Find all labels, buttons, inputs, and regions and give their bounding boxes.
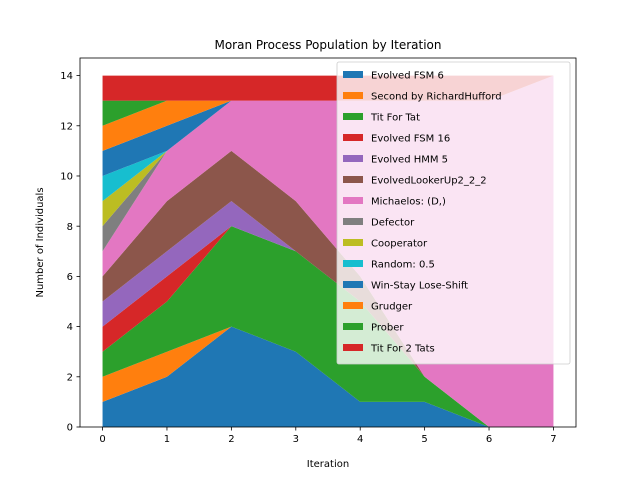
legend-label-defector: Defector — [371, 218, 415, 229]
legend-swatch-grudger — [343, 302, 363, 309]
x-tick-label: 7 — [550, 434, 556, 445]
y-tick-label: 6 — [67, 272, 73, 283]
legend-label-tit-for-2-tats: Tit For 2 Tats — [370, 344, 435, 355]
x-axis: 0 1 2 3 4 5 6 7 — [99, 427, 557, 445]
legend-swatch-evolved-hmm-5 — [343, 155, 363, 162]
y-tick-label: 14 — [60, 71, 73, 82]
y-tick-label: 0 — [67, 423, 73, 434]
legend-swatch-random-0-5 — [343, 260, 363, 267]
legend-label-michaelos-d: Michaelos: (D,) — [371, 197, 446, 208]
legend: Evolved FSM 6 Second by RichardHufford Tit… — [336, 61, 571, 365]
legend-label-cooperator: Cooperator — [371, 239, 428, 250]
x-tick-label: 5 — [421, 434, 427, 445]
x-tick-label: 0 — [99, 434, 105, 445]
area-evolved-fsm-6 — [102, 326, 554, 427]
x-axis-title: Iteration — [307, 459, 349, 470]
plot-frame — [79, 57, 577, 428]
y-tick-label: 8 — [67, 222, 73, 233]
legend-swatch-evolved-fsm-6 — [343, 71, 363, 78]
x-tick-label: 3 — [293, 434, 299, 445]
legend-swatch-second-by-richardhufford — [343, 92, 363, 99]
chart-title: Moran Process Population by Iteration — [214, 38, 441, 52]
legend-swatch-prober — [343, 323, 363, 330]
legend-label-evolved-fsm-16: Evolved FSM 16 — [371, 134, 450, 145]
legend-swatch-tit-for-tat — [343, 113, 363, 120]
legend-swatch-defector — [343, 218, 363, 225]
legend-label-evolvedlookerup2-2-2: EvolvedLookerUp2_2_2 — [371, 176, 487, 187]
legend-swatch-michaelos-d — [343, 197, 363, 204]
legend-label-second-by-richardhufford: Second by RichardHufford — [371, 92, 502, 103]
legend-label-evolved-hmm-5: Evolved HMM 5 — [371, 155, 448, 166]
legend-label-prober: Prober — [371, 323, 404, 334]
area-grudger — [102, 75, 554, 151]
y-tick-label: 2 — [67, 372, 73, 383]
legend-label-tit-for-tat: Tit For Tat — [370, 113, 420, 124]
legend-label-evolved-fsm-6: Evolved FSM 6 — [371, 71, 444, 82]
legend-swatch-evolvedlookerup2-2-2 — [343, 176, 363, 183]
x-tick-label: 6 — [486, 434, 492, 445]
y-tick-label: 12 — [60, 121, 73, 132]
legend-label-grudger: Grudger — [371, 302, 413, 313]
x-tick-label: 2 — [228, 434, 234, 445]
y-tick-label: 4 — [67, 322, 73, 333]
y-axis-title: Number of Individuals — [35, 187, 46, 297]
x-tick-label: 1 — [164, 434, 170, 445]
area-tit-for-tat — [102, 226, 554, 427]
x-tick-label: 4 — [357, 434, 363, 445]
legend-label-random-0-5: Random: 0.5 — [371, 260, 435, 271]
area-win-stay-lose-shift — [102, 75, 554, 176]
y-axis: 0 2 4 6 8 10 12 14 — [60, 71, 80, 434]
legend-swatch-evolved-fsm-16 — [343, 134, 363, 141]
legend-swatch-tit-for-2-tats — [343, 344, 363, 351]
y-tick-label: 10 — [60, 172, 73, 183]
legend-label-win-stay-lose-shift: Win-Stay Lose-Shift — [371, 281, 468, 292]
legend-box — [336, 61, 571, 365]
legend-swatch-win-stay-lose-shift — [343, 281, 363, 288]
legend-swatch-cooperator — [343, 239, 363, 246]
